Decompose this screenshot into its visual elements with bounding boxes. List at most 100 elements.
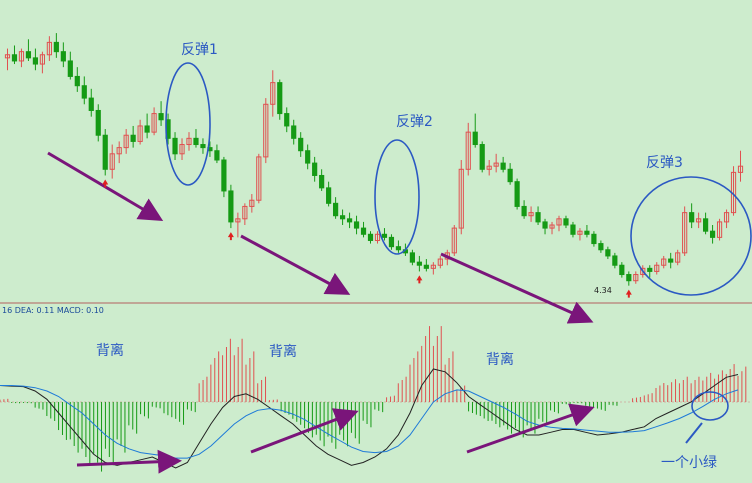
candle-down xyxy=(339,215,346,220)
candle-down xyxy=(507,168,513,183)
candle-down xyxy=(598,243,604,251)
candle-down xyxy=(584,230,590,235)
candle-up xyxy=(186,137,192,146)
candle-up xyxy=(39,54,45,65)
candle-up xyxy=(723,212,730,223)
candle-up xyxy=(430,264,436,269)
candle-up xyxy=(137,125,143,142)
macd-header: 16 DEA: 0.11 MACD: 0.10 xyxy=(2,306,104,315)
candle-down xyxy=(221,159,227,192)
candle-down xyxy=(703,218,709,232)
candle-up xyxy=(675,252,681,263)
candle-up xyxy=(458,168,464,229)
candle-up xyxy=(633,274,639,282)
candle-down xyxy=(360,227,367,235)
candle-down xyxy=(130,134,136,142)
candle-up xyxy=(235,218,241,223)
buy-signal-arrow xyxy=(102,179,109,188)
candle-up xyxy=(556,218,562,226)
buy-signal-arrow xyxy=(625,289,632,298)
candle-down xyxy=(172,137,178,155)
price-trend-arrow-3 xyxy=(440,252,594,324)
price-trend-arrow-1 xyxy=(47,151,164,222)
signal-markers xyxy=(102,179,632,298)
candle-up xyxy=(640,267,646,276)
candle-up xyxy=(696,218,702,223)
candle-up xyxy=(661,258,667,266)
candle-down xyxy=(563,218,569,226)
candle-up xyxy=(18,51,25,62)
candle-down xyxy=(416,261,422,266)
macd-trend-arrow-2 xyxy=(250,408,359,454)
candle-up xyxy=(716,221,723,238)
candle-down xyxy=(67,60,73,77)
candle-down xyxy=(668,258,674,263)
candle-up xyxy=(109,153,115,170)
candle-down xyxy=(500,162,506,170)
candle-up xyxy=(263,103,269,158)
candle-up xyxy=(4,54,11,59)
rebound-3-ellipse xyxy=(630,176,752,296)
candle-up xyxy=(654,264,660,272)
divergence-label-1: 背离 xyxy=(96,342,124,359)
divergence-label-3: 背离 xyxy=(486,351,514,368)
candle-up xyxy=(374,233,381,241)
candle-down xyxy=(291,125,297,139)
candle-down xyxy=(570,224,576,235)
candle-down xyxy=(542,221,548,229)
candle-down xyxy=(158,113,164,121)
candle-down xyxy=(647,267,653,272)
candle-down xyxy=(81,85,87,99)
candlestick-series xyxy=(4,33,744,286)
candle-down xyxy=(228,190,234,223)
candle-down xyxy=(200,144,206,149)
candle-down xyxy=(535,212,541,223)
candle-up xyxy=(737,165,744,173)
candle-up xyxy=(242,205,248,220)
rebound-2-ellipse xyxy=(374,139,420,255)
candle-up xyxy=(465,131,471,170)
candle-up xyxy=(682,212,688,254)
small-green-pointer xyxy=(685,422,703,444)
small-green-label: 一个小绿 xyxy=(661,455,717,471)
price-trend-arrow-2 xyxy=(240,234,351,295)
candle-down xyxy=(333,202,339,217)
dea-line xyxy=(0,385,739,459)
candle-up xyxy=(493,162,499,167)
candle-down xyxy=(709,230,716,238)
candle-up xyxy=(549,224,555,229)
candle-down xyxy=(25,51,32,59)
candle-down xyxy=(591,233,597,245)
candle-down xyxy=(514,181,520,207)
candle-down xyxy=(346,218,353,223)
candle-up xyxy=(437,258,443,266)
candle-down xyxy=(423,264,429,269)
candle-down xyxy=(312,162,318,176)
price-low-label: 4.34 xyxy=(594,286,612,295)
candle-down xyxy=(619,264,625,276)
candle-up xyxy=(486,165,492,170)
candle-down xyxy=(326,187,332,204)
candle-down xyxy=(409,252,415,263)
divergence-label-2: 背离 xyxy=(269,343,297,360)
macd-trend-arrow-1 xyxy=(76,449,182,474)
candle-down xyxy=(102,134,108,170)
candle-down xyxy=(53,41,59,53)
candle-down xyxy=(60,51,66,62)
candle-down xyxy=(479,144,485,170)
candle-down xyxy=(319,174,325,189)
candle-down xyxy=(95,109,101,136)
candle-up xyxy=(451,227,457,254)
candle-up xyxy=(116,147,122,155)
candle-up xyxy=(179,144,185,155)
candle-up xyxy=(46,41,52,56)
candle-down xyxy=(388,236,395,248)
rebound-1-label: 反弹1 xyxy=(181,42,218,58)
candle-up xyxy=(256,156,262,201)
candle-up xyxy=(123,134,129,149)
candle-down xyxy=(277,82,283,115)
candle-up xyxy=(577,230,583,235)
candle-down xyxy=(472,131,478,146)
candle-down xyxy=(144,125,150,133)
